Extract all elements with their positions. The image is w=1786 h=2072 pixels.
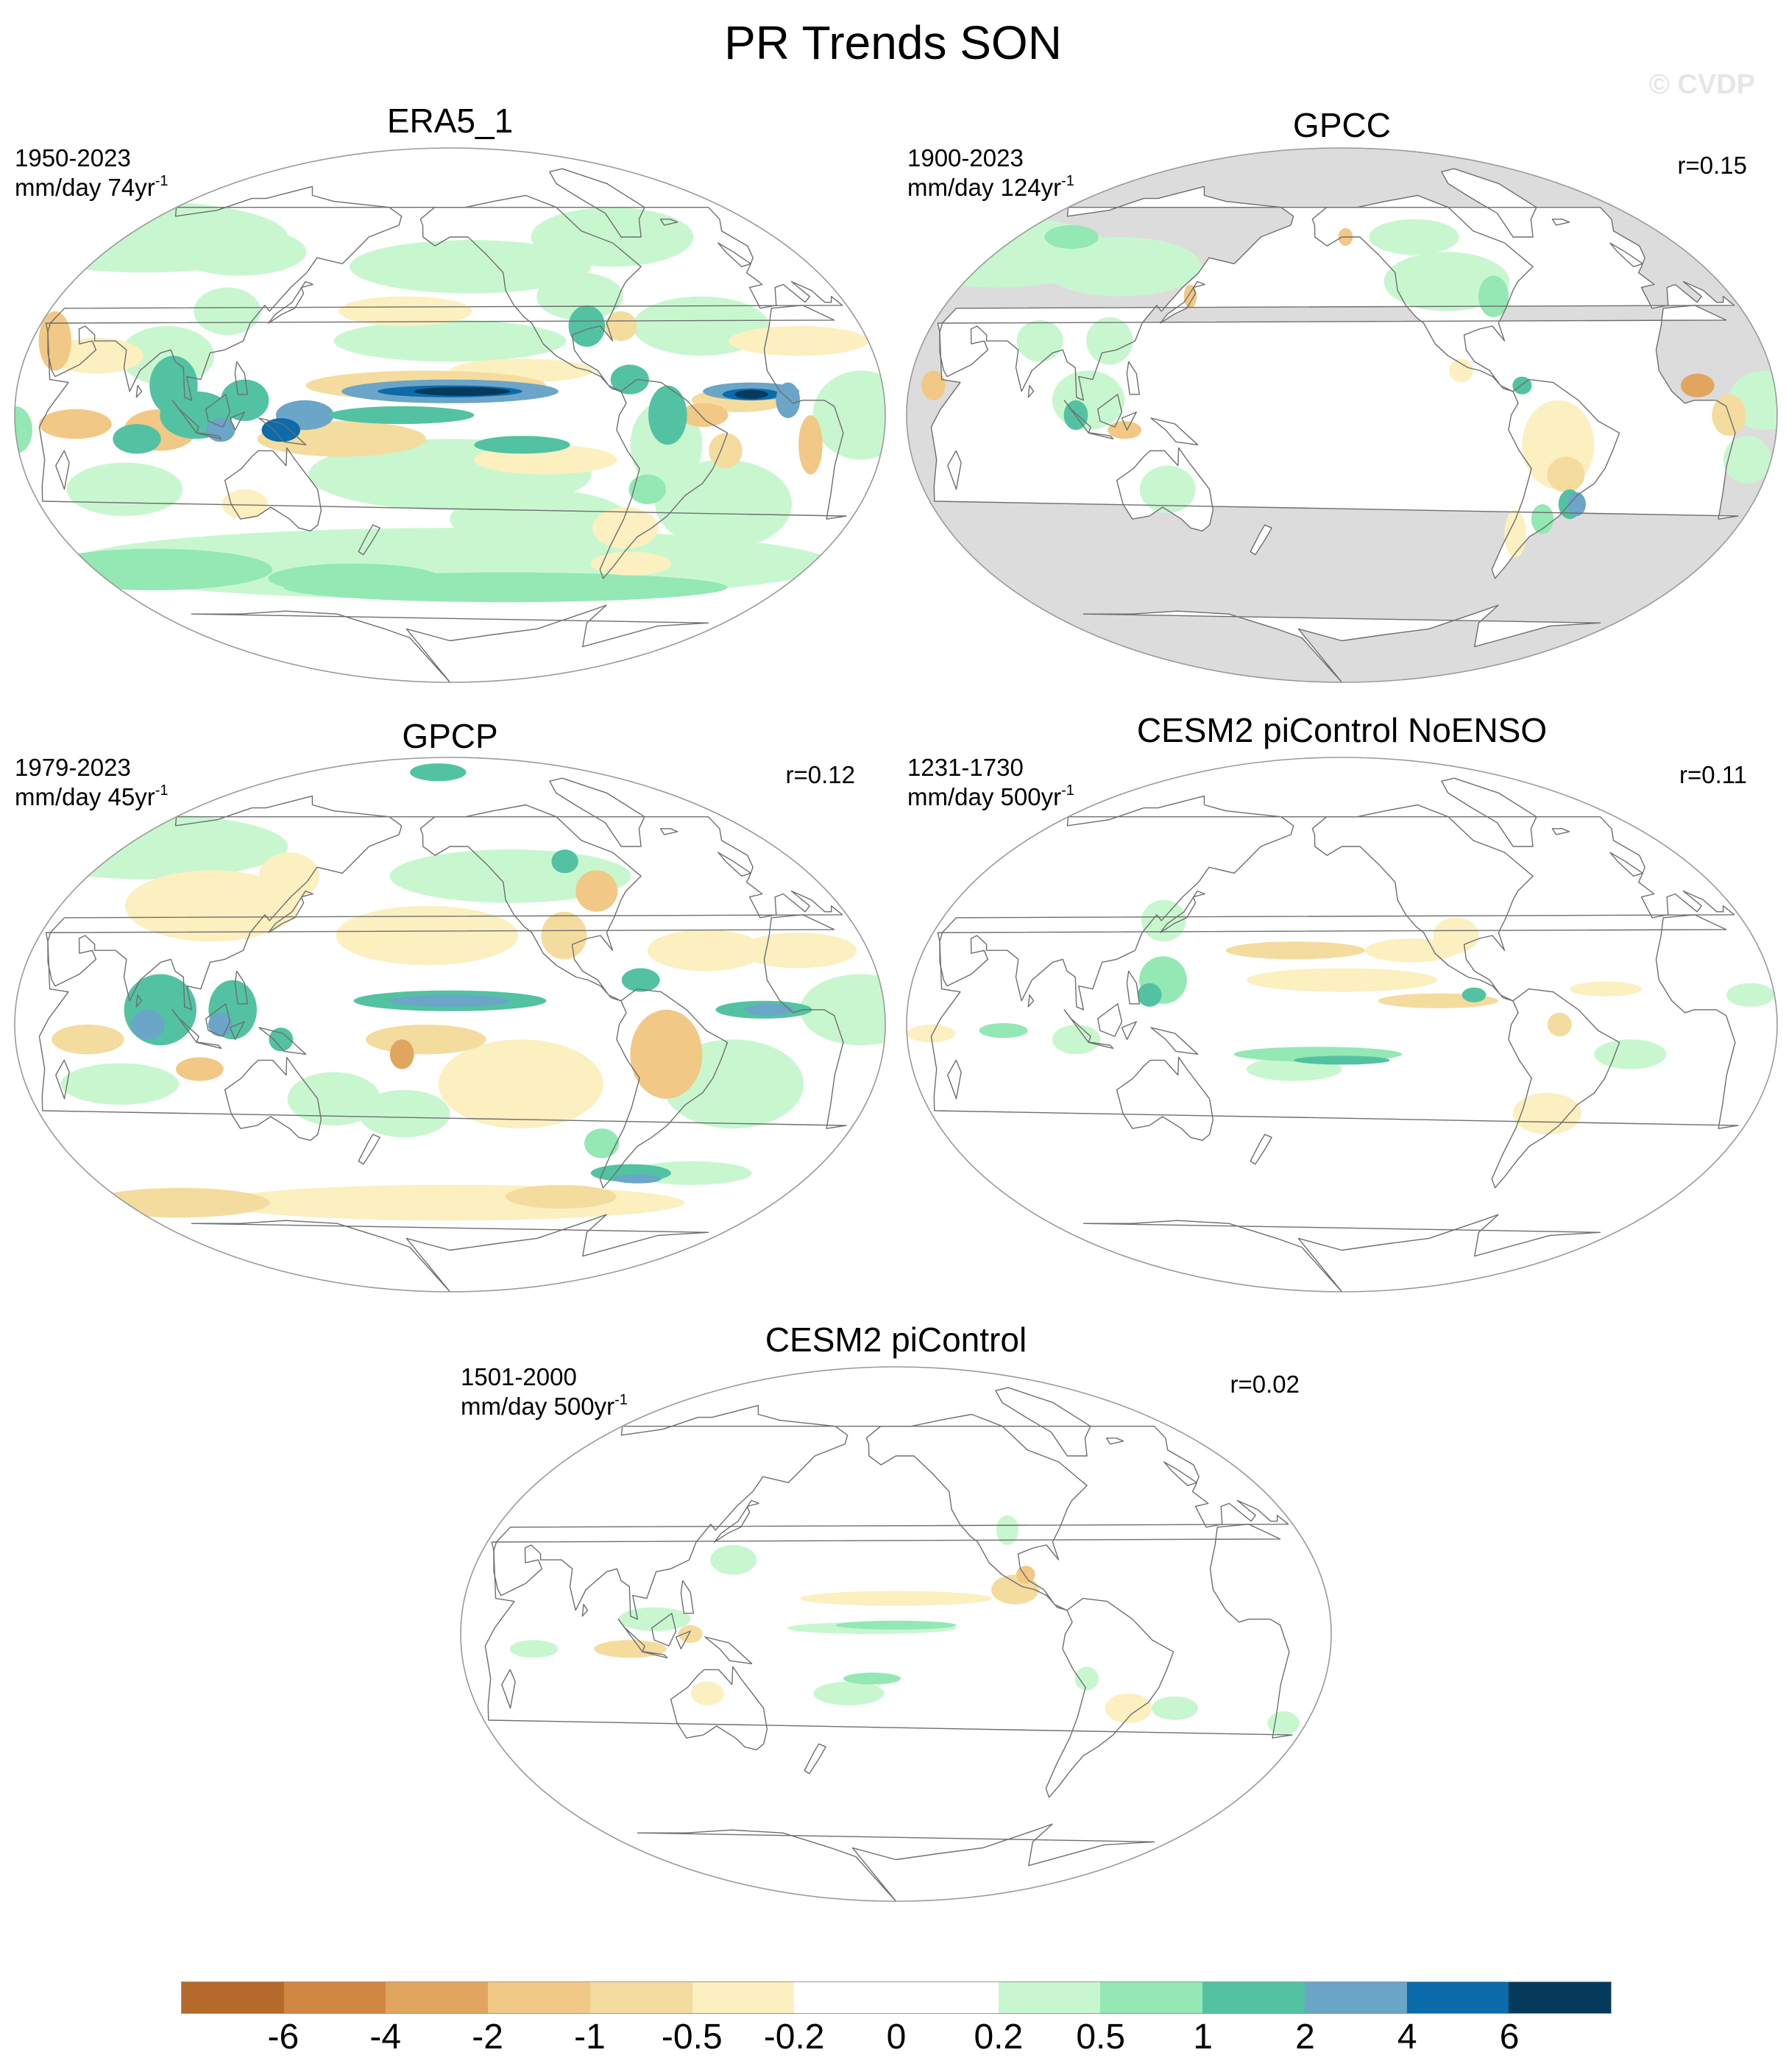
units-exponent: -1 bbox=[1061, 782, 1074, 799]
units-text: mm/day 500yr bbox=[907, 783, 1062, 810]
colorbar-cell bbox=[1509, 1982, 1612, 2013]
colorbar-cell bbox=[1304, 1982, 1407, 2013]
map-outline bbox=[14, 757, 886, 1293]
panel-units: mm/day 500yr-1 bbox=[907, 782, 1074, 813]
panel-period: 1900-2023 bbox=[907, 144, 1024, 172]
colorbar-cell bbox=[998, 1982, 1101, 2013]
coastlines bbox=[930, 168, 1739, 682]
coastlines bbox=[484, 1387, 1293, 1901]
coastlines bbox=[38, 777, 847, 1292]
units-exponent: -1 bbox=[155, 173, 169, 189]
colorbar-cell bbox=[1406, 1982, 1509, 2013]
map-outline bbox=[906, 757, 1778, 1293]
map-field bbox=[15, 148, 885, 682]
colorbar-cell bbox=[794, 1982, 897, 2013]
units-text: mm/day 124yr bbox=[907, 174, 1062, 201]
units-exponent: -1 bbox=[1061, 173, 1074, 189]
colorbar-cell bbox=[1100, 1982, 1203, 2013]
panel-title: GPCC bbox=[1293, 106, 1391, 144]
map-field bbox=[907, 757, 1777, 1292]
colorbar-tick-label: 0.2 bbox=[974, 2018, 1024, 2057]
colorbar-tick-label: -1 bbox=[574, 2018, 606, 2057]
map-picontrol bbox=[460, 1366, 1332, 1902]
map-gpcp bbox=[14, 757, 886, 1293]
panel-units: mm/day 45yr-1 bbox=[15, 782, 169, 813]
panel-title: GPCP bbox=[402, 717, 498, 755]
panel-units: mm/day 74yr-1 bbox=[15, 172, 169, 203]
colorbar-tick-label: -0.2 bbox=[763, 2018, 825, 2057]
map-field bbox=[461, 1367, 1331, 1901]
colorbar-tick-label: 0 bbox=[886, 2018, 907, 2057]
units-text: mm/day 45yr bbox=[15, 783, 155, 810]
map-gpcc bbox=[906, 147, 1778, 683]
main-title: PR Trends SON bbox=[724, 16, 1062, 69]
colorbar-cell bbox=[283, 1982, 386, 2013]
panel-units: mm/day 124yr-1 bbox=[907, 172, 1074, 203]
colorbar-tick-label: -2 bbox=[472, 2018, 503, 2057]
panel-r-value: r=0.11 bbox=[1679, 761, 1747, 788]
panel-r-value: r=0.15 bbox=[1677, 152, 1748, 179]
map-outline bbox=[906, 147, 1778, 683]
map-era5 bbox=[14, 147, 886, 683]
coastlines bbox=[38, 168, 847, 682]
units-text: mm/day 500yr bbox=[461, 1393, 615, 1420]
colorbar-cell bbox=[386, 1982, 489, 2013]
colorbar-tick-label: -0.5 bbox=[661, 2018, 723, 2057]
units-text: mm/day 74yr bbox=[15, 174, 155, 201]
colorbar-cell bbox=[182, 1982, 284, 2013]
panel-title: ERA5_1 bbox=[386, 102, 514, 140]
colorbar-tick-label: 6 bbox=[1499, 2018, 1520, 2057]
map-outline bbox=[460, 1366, 1332, 1902]
panel-title: CESM2 piControl bbox=[765, 1320, 1027, 1359]
map-noenso bbox=[906, 757, 1778, 1293]
colorbar-tick-label: -4 bbox=[369, 2018, 402, 2057]
colorbar-cell bbox=[692, 1982, 795, 2013]
watermark: © CVDP bbox=[1648, 69, 1755, 100]
colorbar bbox=[181, 1981, 1612, 2014]
panel-period: 1950-2023 bbox=[15, 144, 131, 172]
colorbar-tick-label: -6 bbox=[267, 2018, 300, 2057]
colorbar-cell bbox=[488, 1982, 590, 2013]
units-exponent: -1 bbox=[614, 1392, 628, 1408]
panel-r-value: r=0.02 bbox=[1230, 1371, 1300, 1398]
panel-title: CESM2 piControl NoENSO bbox=[1136, 711, 1548, 749]
map-outline bbox=[14, 147, 886, 683]
panel-period: 1501-2000 bbox=[461, 1363, 577, 1390]
panel-r-value: r=0.12 bbox=[785, 761, 856, 788]
colorbar-cell bbox=[1202, 1982, 1305, 2013]
units-exponent: -1 bbox=[155, 782, 169, 799]
map-field bbox=[15, 757, 885, 1292]
panel-period: 1979-2023 bbox=[15, 754, 131, 781]
colorbar-tick-label: 2 bbox=[1295, 2018, 1315, 2057]
colorbar-tick-label: 4 bbox=[1397, 2018, 1417, 2057]
coastlines bbox=[930, 777, 1739, 1292]
panel-units: mm/day 500yr-1 bbox=[461, 1391, 628, 1422]
colorbar-tick-label: 1 bbox=[1193, 2018, 1213, 2057]
colorbar-labels: -6 -4 -2 -1 -0.5 -0.2 0 0.2 0.5 1 2 4 6 bbox=[181, 2017, 1612, 2061]
colorbar-tick-label: 0.5 bbox=[1076, 2018, 1126, 2057]
colorbar-cell bbox=[589, 1982, 692, 2013]
map-field bbox=[907, 148, 1777, 682]
panel-period: 1231-1730 bbox=[907, 754, 1024, 781]
colorbar-cell bbox=[896, 1982, 999, 2013]
